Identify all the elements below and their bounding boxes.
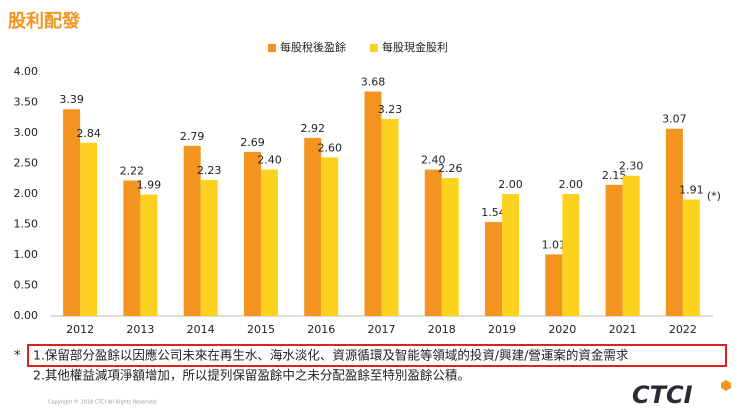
y-tick-label: 3.50 [14, 96, 39, 109]
bar [80, 142, 98, 316]
x-tick-label: 2017 [368, 323, 396, 336]
bar [200, 179, 218, 316]
bar [665, 128, 683, 316]
value-label: 2.00 [559, 178, 584, 191]
x-tick-label: 2012 [66, 323, 94, 336]
x-tick-label: 2018 [428, 323, 456, 336]
footnote-marker: * [14, 349, 21, 364]
value-label: 1.54 [481, 206, 506, 219]
y-tick-label: 3.00 [14, 126, 39, 139]
bar [485, 222, 503, 316]
bar [183, 145, 201, 316]
value-label: 2.22 [120, 165, 145, 178]
bar [123, 180, 141, 316]
slide-title: 股利配發 [7, 10, 81, 32]
value-label: 2.84 [76, 127, 101, 140]
y-tick-label: 0.00 [14, 309, 39, 322]
bar [605, 184, 623, 316]
x-tick-label: 2020 [548, 323, 576, 336]
x-tick-label: 2016 [307, 323, 335, 336]
value-label: 1.01 [542, 238, 567, 251]
value-label: 2.23 [197, 164, 222, 177]
legend-label: 每股現金股利 [382, 40, 448, 54]
value-label: 2.40 [421, 154, 446, 167]
x-tick-label: 2021 [609, 323, 637, 336]
value-label: 2.26 [438, 162, 463, 175]
logo: CTCI [632, 381, 693, 409]
bar [622, 175, 640, 316]
bar [243, 151, 261, 316]
bar [502, 194, 520, 316]
value-label: 2.79 [180, 130, 205, 143]
value-label: 3.68 [361, 76, 386, 89]
value-label: 2.00 [498, 178, 523, 191]
annotation: (*) [707, 189, 721, 202]
value-label: 2.69 [240, 136, 265, 149]
y-tick-label: 2.00 [14, 187, 39, 200]
value-label: 1.99 [137, 179, 162, 192]
bar [260, 169, 278, 316]
value-label: 2.60 [317, 141, 342, 154]
legend-label: 每股稅後盈餘 [280, 40, 346, 54]
x-tick-label: 2014 [187, 323, 215, 336]
value-label: 3.07 [662, 113, 687, 126]
y-tick-label: 2.50 [14, 157, 39, 170]
bar [140, 194, 158, 316]
legend-swatch [268, 44, 276, 52]
y-tick-label: 4.00 [14, 65, 39, 78]
bar [562, 194, 580, 316]
value-label: 3.23 [378, 103, 403, 116]
y-tick-label: 0.50 [14, 279, 39, 292]
x-tick-label: 2013 [126, 323, 154, 336]
x-tick-label: 2015 [247, 323, 275, 336]
value-label: 1.91 [679, 183, 704, 196]
footnote: 1.保留部分盈餘以因應公司未來在再生水、海水淡化、資源循環及智能等領域的投資/興… [33, 348, 629, 363]
x-tick-label: 2022 [669, 323, 697, 336]
copyright: Copyright © 2018 CTCI All Rights Reserve… [48, 399, 158, 406]
legend-swatch [370, 44, 378, 52]
value-label: 3.39 [59, 93, 84, 106]
bar [682, 199, 700, 316]
value-label: 2.40 [257, 154, 282, 167]
x-tick-label: 2019 [488, 323, 516, 336]
bar [545, 254, 563, 316]
bar [381, 118, 399, 316]
bar [441, 178, 459, 316]
footnote: 2.其他權益減項淨額增加，所以提列保留盈餘中之未分配盈餘至特別盈餘公積。 [33, 368, 470, 383]
y-tick-label: 1.00 [14, 248, 39, 261]
highlight-box [27, 344, 727, 367]
value-label: 2.15 [602, 169, 627, 182]
value-label: 2.30 [619, 160, 644, 173]
logo-mark [721, 380, 731, 391]
bar [304, 137, 322, 316]
bar [424, 169, 442, 316]
bar [321, 157, 339, 316]
y-tick-label: 1.50 [14, 218, 39, 231]
value-label: 2.92 [300, 122, 325, 135]
bar [63, 109, 81, 317]
bar [364, 91, 382, 317]
